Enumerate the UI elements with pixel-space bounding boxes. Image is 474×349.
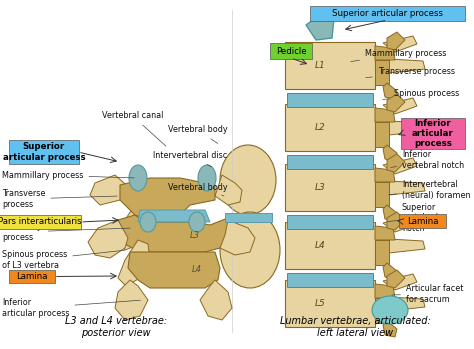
Polygon shape	[383, 83, 397, 99]
Polygon shape	[383, 98, 417, 114]
Text: Vertebral body: Vertebral body	[168, 126, 228, 143]
FancyBboxPatch shape	[270, 43, 312, 59]
Polygon shape	[389, 297, 425, 311]
Text: Lamina: Lamina	[407, 216, 438, 225]
Polygon shape	[383, 321, 397, 337]
Polygon shape	[287, 273, 373, 287]
Polygon shape	[375, 226, 395, 240]
Text: Transverse
process: Transverse process	[2, 189, 117, 209]
Text: Superior articular process: Superior articular process	[332, 9, 443, 18]
Text: Spinous process: Spinous process	[383, 89, 459, 99]
Polygon shape	[375, 46, 395, 60]
FancyBboxPatch shape	[9, 270, 55, 283]
Polygon shape	[387, 270, 405, 288]
Text: Inferior
vertebral notch: Inferior vertebral notch	[391, 150, 464, 170]
Text: Pars interarticularis: Pars interarticularis	[0, 217, 82, 227]
Text: L3 and L4 vertebrae:
posterior view: L3 and L4 vertebrae: posterior view	[65, 316, 167, 338]
Polygon shape	[115, 280, 148, 320]
Polygon shape	[90, 175, 132, 205]
Text: Lumbar vertebrae, articulated:
left lateral view: Lumbar vertebrae, articulated: left late…	[280, 316, 431, 338]
Polygon shape	[375, 122, 389, 147]
Polygon shape	[383, 274, 417, 290]
Polygon shape	[118, 240, 150, 286]
Polygon shape	[389, 239, 425, 253]
Text: Articular facet
for sacrum: Articular facet for sacrum	[392, 284, 464, 304]
Polygon shape	[383, 216, 417, 232]
Polygon shape	[306, 15, 334, 40]
Polygon shape	[128, 252, 220, 288]
Text: L4: L4	[192, 266, 202, 275]
Polygon shape	[389, 121, 425, 135]
Text: L4: L4	[315, 241, 325, 250]
Text: Accessory
process: Accessory process	[2, 222, 130, 242]
Polygon shape	[225, 213, 272, 222]
Polygon shape	[285, 104, 375, 151]
Polygon shape	[387, 94, 405, 112]
Text: Spinous process
of L3 vertebra: Spinous process of L3 vertebra	[2, 250, 124, 270]
Text: L2: L2	[315, 123, 325, 132]
Polygon shape	[383, 263, 397, 279]
Polygon shape	[389, 59, 425, 73]
Text: Pedicle: Pedicle	[276, 46, 306, 55]
Ellipse shape	[372, 296, 408, 324]
FancyBboxPatch shape	[310, 6, 465, 21]
Ellipse shape	[220, 145, 276, 215]
Polygon shape	[215, 175, 242, 205]
Polygon shape	[120, 178, 215, 220]
Text: Mammillary process: Mammillary process	[351, 49, 447, 61]
Polygon shape	[375, 182, 389, 207]
Polygon shape	[287, 215, 373, 229]
Polygon shape	[389, 181, 425, 195]
Ellipse shape	[220, 212, 280, 288]
Polygon shape	[387, 212, 405, 230]
Polygon shape	[383, 205, 397, 221]
Polygon shape	[383, 145, 397, 161]
FancyBboxPatch shape	[401, 118, 465, 149]
Text: Intervertebral disc: Intervertebral disc	[153, 151, 227, 167]
Ellipse shape	[140, 212, 156, 232]
FancyBboxPatch shape	[0, 215, 81, 229]
Polygon shape	[287, 155, 373, 169]
Text: L3: L3	[315, 183, 325, 192]
Polygon shape	[285, 42, 375, 89]
Text: Inferior
articular process: Inferior articular process	[2, 298, 140, 318]
Text: L1: L1	[315, 61, 325, 70]
Ellipse shape	[129, 165, 147, 191]
Text: Inferior
articular
process: Inferior articular process	[412, 119, 454, 148]
Text: Lamina: Lamina	[16, 272, 48, 281]
Polygon shape	[387, 32, 405, 50]
Polygon shape	[138, 210, 210, 222]
Polygon shape	[375, 168, 395, 182]
Polygon shape	[88, 220, 128, 258]
Polygon shape	[285, 222, 375, 269]
Polygon shape	[118, 215, 228, 252]
Ellipse shape	[198, 165, 216, 191]
Polygon shape	[285, 280, 375, 327]
Polygon shape	[375, 108, 395, 122]
Polygon shape	[387, 154, 405, 172]
Polygon shape	[375, 60, 389, 85]
Text: Superior
vertebral
notch: Superior vertebral notch	[387, 203, 439, 233]
Polygon shape	[220, 220, 255, 255]
FancyBboxPatch shape	[9, 140, 79, 164]
Text: Vertebral body: Vertebral body	[168, 183, 228, 196]
Polygon shape	[383, 36, 417, 52]
Polygon shape	[383, 158, 417, 174]
Polygon shape	[200, 280, 232, 320]
Polygon shape	[287, 93, 373, 107]
Text: Transverse process: Transverse process	[366, 67, 455, 78]
Polygon shape	[118, 200, 148, 250]
Text: Intervertebral
(neural) foramen: Intervertebral (neural) foramen	[389, 180, 471, 200]
Text: L5: L5	[315, 299, 325, 308]
Polygon shape	[375, 240, 389, 265]
Text: L3: L3	[190, 230, 200, 239]
Polygon shape	[375, 284, 395, 298]
Text: Superior
articular process: Superior articular process	[3, 142, 85, 162]
Polygon shape	[375, 298, 389, 323]
Text: Mammillary process: Mammillary process	[2, 171, 134, 179]
Ellipse shape	[189, 212, 205, 232]
FancyBboxPatch shape	[399, 214, 446, 228]
Polygon shape	[285, 164, 375, 211]
Text: Vertebral canal: Vertebral canal	[102, 111, 166, 146]
